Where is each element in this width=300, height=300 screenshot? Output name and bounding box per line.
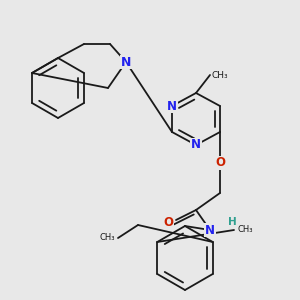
Text: CH₃: CH₃ [212,70,229,80]
Text: CH₃: CH₃ [237,226,253,235]
Text: N: N [121,56,131,68]
Text: N: N [191,139,201,152]
Text: CH₃: CH₃ [100,233,115,242]
Text: O: O [215,157,225,169]
Text: N: N [205,224,215,236]
Text: N: N [167,100,177,112]
Text: O: O [163,215,173,229]
Text: H: H [228,217,236,227]
